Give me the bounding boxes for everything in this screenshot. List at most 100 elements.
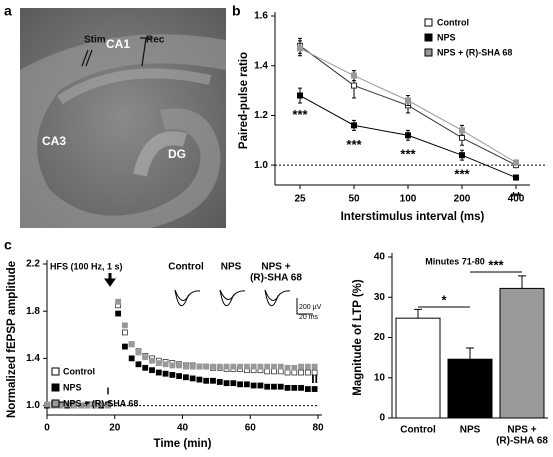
x-tick-label: NPS: [460, 425, 481, 436]
marker: [271, 383, 277, 390]
marker: [135, 361, 142, 368]
x-tick-label: 200: [454, 194, 471, 205]
y-tick-label: 1.4: [26, 353, 40, 364]
marker: [135, 349, 142, 356]
marker: [311, 363, 318, 370]
marker: [223, 363, 230, 370]
scale-label: 20 ms: [299, 314, 319, 321]
x-tick-label: (R)-SHA 68: [496, 436, 548, 447]
x-axis-label: Interstimulus interval (ms): [341, 211, 485, 223]
marker: [513, 174, 519, 181]
legend-swatch: [51, 399, 60, 408]
marker: [271, 363, 277, 370]
marker: [277, 368, 284, 375]
marker: [405, 97, 411, 104]
panel-label: a: [4, 3, 12, 19]
marker: [115, 298, 122, 305]
marker: [176, 373, 183, 379]
marker: [264, 383, 271, 390]
marker: [459, 152, 465, 159]
marker: [304, 386, 311, 392]
x-tick-label: 100: [400, 194, 417, 205]
marker: [196, 376, 203, 383]
x-tick-label: 20: [109, 423, 121, 434]
marker: [264, 363, 271, 370]
x-tick-label: 40: [177, 423, 189, 434]
y-tick-label: 1.6: [254, 11, 268, 22]
marker: [216, 363, 223, 370]
marker: [237, 381, 243, 388]
panel-label: b: [232, 3, 241, 19]
marker: [311, 386, 318, 392]
error-bar: [466, 347, 474, 360]
marker: [71, 402, 77, 409]
marker: [291, 364, 298, 371]
bar: [395, 317, 441, 419]
marker: [459, 127, 465, 134]
y-tick-label: 2.2: [26, 259, 40, 270]
marker: [257, 382, 264, 389]
marker: [250, 363, 257, 370]
x-tick-label: NPS +: [507, 425, 536, 436]
marker: [196, 363, 203, 370]
marker: [176, 362, 183, 369]
x-tick-label: 50: [348, 194, 360, 205]
x-tick-label: 400: [508, 194, 525, 205]
slice-image: [20, 8, 226, 229]
marker: [44, 401, 50, 408]
marker: [203, 363, 210, 370]
legend-label: Control: [63, 366, 95, 376]
marker: [298, 384, 304, 391]
marker: [257, 363, 264, 370]
error-bar: [518, 275, 526, 289]
marker: [189, 375, 196, 382]
marker: [351, 82, 357, 89]
marker: [264, 368, 271, 375]
chart-title: Minutes 71-80: [425, 256, 485, 266]
y-axis-label: Magnitude of LTP (%): [352, 279, 364, 396]
marker: [284, 364, 291, 371]
marker: [122, 322, 128, 329]
marker: [304, 369, 311, 376]
inset-label: (R)-SHA 68: [250, 273, 302, 284]
marker: [351, 72, 357, 79]
scale-label: 200 µV: [299, 304, 322, 311]
bracket: [418, 271, 522, 308]
marker: [210, 363, 216, 370]
marker: [216, 379, 223, 385]
x-tick-label: 80: [312, 423, 324, 434]
marker: [155, 369, 162, 376]
panel-label: c: [4, 237, 12, 253]
marker: [277, 383, 284, 390]
legend-swatch: [51, 367, 60, 376]
marker: [149, 367, 155, 374]
significance: ***: [346, 137, 362, 152]
y-axis-label: Paired-pulse ratio: [238, 52, 250, 149]
marker: [162, 370, 169, 377]
y-axis-label: Normalized fEPSP amplitude: [6, 261, 18, 418]
marker: [297, 92, 303, 99]
marker: [405, 132, 411, 139]
y-tick-label: 1.0: [254, 160, 268, 171]
y-tick-label: 10: [374, 372, 386, 383]
marker: [298, 363, 304, 370]
legend-label: Control: [437, 17, 469, 27]
marker: [77, 402, 84, 409]
image-label: DG: [168, 147, 186, 161]
y-tick-label: 1.8: [26, 306, 40, 317]
annotation: I: [107, 387, 110, 398]
marker: [142, 354, 149, 361]
marker: [459, 134, 465, 141]
error-bar: [414, 308, 422, 319]
x-tick-label: 0: [44, 423, 50, 434]
marker: [182, 363, 189, 370]
marker: [298, 369, 304, 376]
legend-label: NPS + (R)-SHA 68: [63, 398, 138, 408]
marker: [115, 310, 122, 317]
marker: [122, 343, 128, 350]
significance: ***: [400, 147, 416, 162]
legend-swatch: [424, 18, 433, 27]
image-label: CA3: [42, 134, 66, 148]
marker: [513, 159, 519, 166]
